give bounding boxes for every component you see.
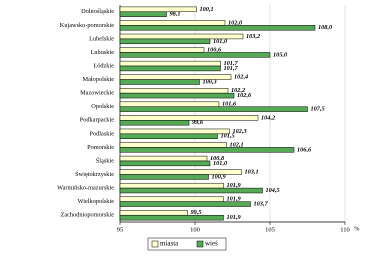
bar [119, 120, 190, 126]
x-axis-label: % [354, 225, 360, 232]
value-label: 103,2 [246, 33, 260, 40]
bar [119, 60, 221, 67]
bar [119, 214, 224, 221]
value-label: 104,2 [261, 114, 275, 121]
bar [119, 20, 226, 26]
x-tick-label: 105 [265, 226, 275, 233]
category-label: Kujawsko-pomorskie [60, 22, 114, 29]
value-label: 105,0 [273, 51, 288, 58]
value-label: 103,1 [245, 169, 259, 176]
value-label: 101,0 [213, 160, 228, 167]
value-label: 101,7 [224, 65, 239, 72]
value-label: 100,6 [207, 46, 222, 53]
legend-swatch [196, 240, 204, 248]
bar [119, 210, 188, 216]
bar [119, 201, 251, 207]
category-label: Mazowieckie [80, 90, 114, 97]
value-label: 101,5 [221, 133, 235, 140]
value-label: 106,6 [297, 146, 312, 153]
bar [119, 47, 205, 53]
bar [119, 187, 263, 194]
category-label: Pomorskie [87, 144, 114, 151]
bar [119, 101, 220, 107]
value-label: 102,6 [237, 92, 252, 99]
category-label: Opolskie [91, 103, 114, 110]
bar [119, 38, 211, 45]
category-label: Podlaskie [90, 130, 115, 137]
bar [119, 133, 218, 139]
bar [119, 106, 308, 112]
legend-label: miasta [160, 240, 179, 248]
bar [119, 115, 259, 121]
value-label: 100,3 [203, 78, 217, 85]
value-label: 102,1 [230, 141, 244, 148]
value-label: 100,1 [200, 6, 214, 13]
legend-swatch [151, 240, 159, 248]
value-label: 101,0 [213, 38, 228, 45]
bar [119, 65, 221, 72]
bar [119, 88, 229, 94]
category-label: Lubuskie [91, 49, 115, 56]
legend-label: wieś [205, 240, 218, 248]
bar [119, 92, 235, 99]
value-label: 102,3 [233, 128, 247, 135]
bar [119, 25, 316, 31]
category-label: Zachodniopomorskie [60, 212, 114, 219]
bar [119, 174, 209, 180]
bar [119, 147, 295, 153]
bar [119, 160, 211, 167]
bar [119, 128, 230, 135]
bar [119, 196, 224, 202]
bar [119, 155, 208, 162]
bar [119, 142, 227, 148]
category-label: Łódzkie [93, 62, 114, 69]
category-label: Świętokrzyskie [75, 170, 114, 178]
category-label: Warmińsko-mazurskie [57, 185, 114, 192]
category-label: Wielkopolskie [78, 198, 115, 205]
bar [119, 6, 197, 13]
x-tick-label: 110 [340, 226, 350, 233]
value-label: 99,6 [192, 119, 204, 126]
legend-frame [147, 237, 227, 251]
value-label: 99,5 [191, 209, 202, 216]
value-label: 102,0 [228, 19, 243, 26]
bar [119, 182, 224, 189]
bar [119, 79, 200, 85]
value-label: 101,6 [222, 101, 237, 108]
value-label: 100,9 [212, 173, 227, 180]
value-label: 100,8 [210, 155, 225, 162]
category-label: Śląskie [96, 156, 114, 164]
value-label: 103,7 [254, 201, 269, 208]
value-label: 102,2 [231, 87, 245, 94]
value-label: 101,7 [224, 60, 239, 67]
value-label: 101,9 [227, 196, 242, 203]
bar [119, 52, 271, 58]
value-label: 107,5 [311, 106, 325, 113]
category-label: Małopolskie [83, 76, 115, 83]
bar [119, 11, 167, 17]
x-tick-label: 95 [117, 226, 124, 233]
value-label: 102,4 [234, 74, 248, 81]
value-label: 108,0 [318, 24, 333, 31]
category-label: Dolnośląskie [81, 8, 114, 15]
value-label: 101,9 [227, 182, 242, 189]
value-label: 101,9 [227, 214, 242, 221]
category-label: Lubelskie [89, 35, 114, 42]
category-label: Podkarpackie [80, 117, 114, 124]
value-label: 104,5 [266, 187, 280, 194]
value-label: 98,1 [170, 11, 181, 18]
x-tick-label: 100 [190, 226, 200, 233]
